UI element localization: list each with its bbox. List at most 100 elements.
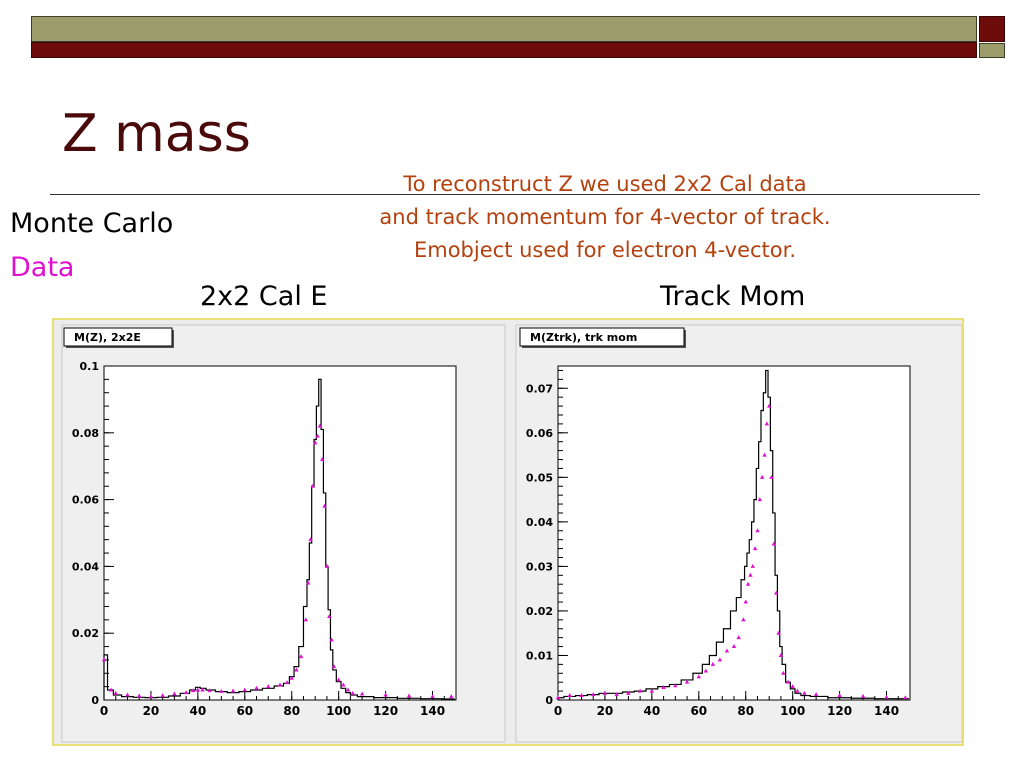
- data-point: [757, 497, 763, 502]
- data-point: [327, 614, 332, 618]
- data-point: [776, 630, 781, 635]
- x-tick-label: 20: [143, 704, 160, 718]
- data-point: [284, 680, 290, 685]
- title-box: [63, 327, 173, 347]
- header-square-olive: [979, 43, 1005, 58]
- data-point: [230, 688, 236, 693]
- note-line-3: Emobject used for electron 4-vector.: [413, 238, 797, 262]
- data-point: [277, 682, 283, 687]
- data-point: [614, 692, 619, 697]
- header-bar-maroon: [31, 42, 977, 58]
- x-tick-label: 60: [690, 704, 707, 718]
- data-point: [767, 403, 772, 408]
- chart-1: M(Z), 2x2E 0 20 40 60 80 100 120 140 0 0.02 0.04 0.0…: [61, 324, 506, 743]
- data-point: [125, 692, 130, 697]
- x-tick-label: 100: [326, 704, 351, 718]
- y-tick-label: 0.02: [526, 605, 553, 618]
- data-point: [736, 635, 741, 640]
- data-point: [266, 684, 271, 689]
- data-point: [317, 423, 323, 428]
- data-point: [802, 690, 807, 695]
- y-tick-label: 0.04: [72, 560, 99, 573]
- data-point: [108, 687, 114, 692]
- data-point: [315, 433, 320, 438]
- x-tick-label: 140: [420, 704, 445, 718]
- data-point: [190, 688, 196, 693]
- data-point: [195, 687, 201, 692]
- y-tick-label: 0.1: [80, 360, 100, 373]
- note-line-2: and track momentum for 4-vector of track…: [379, 205, 831, 229]
- data-point: [795, 688, 800, 693]
- data-point: [790, 684, 795, 689]
- data-point: [254, 685, 259, 690]
- data-point: [696, 674, 701, 679]
- data-point: [101, 657, 107, 662]
- data-point: [322, 503, 327, 508]
- data-point: [710, 661, 716, 666]
- data-point: [289, 675, 294, 680]
- slide-title: Z mass: [62, 104, 251, 164]
- data-point: [752, 546, 758, 551]
- data-point: [350, 690, 355, 695]
- data-point: [813, 692, 819, 697]
- data-point: [764, 421, 770, 426]
- data-point: [731, 644, 737, 649]
- y-tick-label: 0.07: [526, 382, 553, 395]
- data-point: [769, 474, 774, 479]
- data-point: [649, 688, 655, 693]
- header-square-maroon: [979, 16, 1005, 42]
- y-tick-label: 0.02: [72, 627, 99, 640]
- data-point: [860, 693, 866, 698]
- data-point: [717, 657, 723, 662]
- data-point: [579, 693, 584, 698]
- x-tick-label: 60: [236, 704, 253, 718]
- data-point: [743, 599, 748, 604]
- x-tick-label: 20: [597, 704, 614, 718]
- data-point: [242, 687, 247, 692]
- title-underline: [50, 194, 980, 195]
- data-point: [673, 683, 678, 688]
- x-tick-label: 80: [283, 704, 300, 718]
- data-point: [762, 452, 767, 457]
- data-point: [324, 563, 330, 568]
- data-point: [303, 617, 309, 622]
- y-tick-label: 0.04: [526, 516, 553, 529]
- data-point: [684, 679, 690, 684]
- data-point: [724, 648, 730, 653]
- y-tick-label: 0.03: [526, 560, 553, 573]
- data-point: [183, 690, 189, 695]
- panel-label-left: 2x2 Cal E: [200, 281, 328, 312]
- data-point: [345, 687, 351, 692]
- title-box: [519, 327, 685, 347]
- x-tick-label: 100: [780, 704, 805, 718]
- y-tick-label: 0.05: [526, 471, 553, 484]
- data-point: [148, 694, 154, 699]
- data-point: [748, 572, 753, 577]
- x-tick-label: 0: [554, 704, 562, 718]
- plots-canvas: M(Z), 2x2E 0 20 40 60 80 100 120 140 0 0.02 0.04 0.0…: [61, 324, 962, 743]
- data-point: [329, 637, 334, 642]
- data-point: [626, 690, 631, 695]
- y-tick-label: 0: [545, 694, 553, 707]
- chart-2: M(Ztrk), trk mom 0 20 40 60 80 100 120 140 0 0.01 0…: [515, 324, 962, 743]
- data-point: [884, 694, 889, 699]
- chart-title: M(Ztrk), trk mom: [530, 331, 637, 344]
- y-tick-label: 0.06: [72, 494, 99, 507]
- x-tick-label: 120: [373, 704, 398, 718]
- x-tick-label: 0: [100, 704, 108, 718]
- data-point: [336, 677, 341, 682]
- data-point: [449, 694, 454, 699]
- data-point: [741, 617, 746, 622]
- data-point: [755, 528, 760, 533]
- data-point: [308, 537, 313, 542]
- data-point: [591, 692, 596, 697]
- chart-title: M(Z), 2x2E: [74, 331, 141, 344]
- data-point: [172, 691, 177, 696]
- data-point: [294, 667, 299, 672]
- data-point: [637, 688, 643, 693]
- data-point: [661, 685, 666, 690]
- x-tick-label: 120: [827, 704, 852, 718]
- legend-monte-carlo: Monte Carlo: [10, 208, 174, 239]
- panel-label-right: Track Mom: [660, 281, 806, 312]
- data-point: [555, 695, 561, 700]
